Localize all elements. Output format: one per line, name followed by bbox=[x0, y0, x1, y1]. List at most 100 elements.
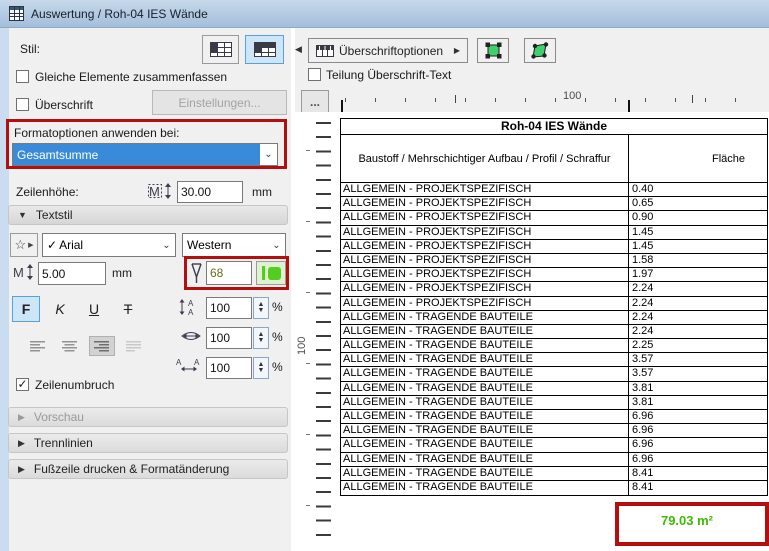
footer-section-header[interactable]: ▶ Fußzeile drucken & Formatänderung bbox=[8, 459, 288, 479]
marquee-select-button[interactable] bbox=[477, 38, 509, 63]
ruler-more-button[interactable]: ... bbox=[301, 90, 329, 113]
table-header-row[interactable]: Baustoff / Mehrschichtiger Aufbau / Prof… bbox=[341, 135, 767, 183]
table-row[interactable]: ALLGEMEIN - PROJEKTSPEZIFISCH 1.97 bbox=[341, 268, 767, 283]
bold-button[interactable]: F bbox=[12, 296, 40, 322]
align-left-button[interactable] bbox=[25, 336, 51, 356]
horizontal-ruler[interactable] bbox=[345, 98, 765, 102]
favorites-button[interactable]: ☆ ▶ bbox=[10, 233, 38, 257]
spinner-up-icon[interactable]: ▲ bbox=[257, 361, 265, 368]
merge-elements-label: Gleiche Elemente zusammenfassen bbox=[35, 70, 228, 84]
table-row[interactable]: ALLGEMEIN - PROJEKTSPEZIFISCH 1.45 bbox=[341, 225, 767, 240]
table-row[interactable]: ALLGEMEIN - TRAGENDE BAUTEILE 3.81 bbox=[341, 395, 767, 410]
format-apply-select[interactable]: Gesamtsumme ⌄ bbox=[12, 143, 278, 166]
font-size-input[interactable] bbox=[38, 262, 106, 285]
align-justify-button[interactable] bbox=[121, 336, 147, 356]
table-row[interactable]: ALLGEMEIN - TRAGENDE BAUTEILE 3.57 bbox=[341, 367, 767, 382]
align-justify-icon bbox=[126, 340, 141, 351]
table-row[interactable]: ALLGEMEIN - PROJEKTSPEZIFISCH 0.65 bbox=[341, 197, 767, 212]
polygon-select-button[interactable] bbox=[524, 38, 556, 63]
table-row[interactable]: ALLGEMEIN - PROJEKTSPEZIFISCH 0.40 bbox=[341, 183, 767, 198]
table-row[interactable]: ALLGEMEIN - TRAGENDE BAUTEILE 3.57 bbox=[341, 353, 767, 368]
preview-section-header[interactable]: ▶ Vorschau bbox=[8, 407, 288, 427]
separators-section-label: Trennlinien bbox=[33, 436, 93, 450]
chevron-down-icon: ⌄ bbox=[162, 239, 171, 251]
table-style-2-button[interactable] bbox=[245, 35, 284, 64]
heading-options-button[interactable]: Überschriftoptionen ▶ bbox=[308, 38, 468, 63]
vertical-ruler[interactable] bbox=[316, 122, 331, 544]
spinner-down-icon[interactable]: ▼ bbox=[257, 307, 265, 314]
table-row[interactable]: ALLGEMEIN - TRAGENDE BAUTEILE 6.96 bbox=[341, 452, 767, 467]
ruler-tick bbox=[692, 95, 693, 103]
spinner-up-icon[interactable]: ▲ bbox=[257, 301, 265, 308]
table-row[interactable]: ALLGEMEIN - TRAGENDE BAUTEILE 2.24 bbox=[341, 324, 767, 340]
h-ruler-label: 100 bbox=[563, 90, 582, 102]
table-row[interactable]: ALLGEMEIN - TRAGENDE BAUTEILE 6.96 bbox=[341, 424, 767, 439]
table-row[interactable]: ALLGEMEIN - PROJEKTSPEZIFISCH 1.58 bbox=[341, 253, 767, 269]
table-row[interactable]: ALLGEMEIN - PROJEKTSPEZIFISCH 1.45 bbox=[341, 239, 767, 254]
font-select[interactable]: ✓ Arial ⌄ bbox=[42, 233, 176, 257]
italic-button[interactable]: K bbox=[55, 301, 65, 317]
column-edge-marker[interactable] bbox=[341, 100, 343, 113]
svg-text:A: A bbox=[194, 358, 200, 367]
flyout-arrow-icon: ▶ bbox=[453, 46, 460, 55]
merge-elements-checkbox[interactable] bbox=[16, 70, 29, 83]
table-style-1-button[interactable] bbox=[202, 35, 239, 64]
table-row[interactable]: ALLGEMEIN - TRAGENDE BAUTEILE 8.41 bbox=[341, 480, 767, 496]
table-style-2-icon bbox=[253, 42, 276, 57]
table-row[interactable]: ALLGEMEIN - PROJEKTSPEZIFISCH 2.24 bbox=[341, 282, 767, 297]
table-title: Roh-04 IES Wände bbox=[341, 119, 767, 135]
spinner-up-icon[interactable]: ▲ bbox=[257, 331, 265, 338]
row-value-cell: 6.96 bbox=[632, 424, 654, 437]
spinner-down-icon[interactable]: ▼ bbox=[257, 337, 265, 344]
column-header-flaeche[interactable]: Fläche bbox=[711, 152, 745, 165]
pen-color-button[interactable] bbox=[256, 261, 286, 285]
table-row[interactable]: ALLGEMEIN - TRAGENDE BAUTEILE 3.81 bbox=[341, 381, 767, 396]
row-height-input[interactable] bbox=[177, 181, 243, 203]
table-row[interactable]: ALLGEMEIN - PROJEKTSPEZIFISCH 2.24 bbox=[341, 296, 767, 311]
char-spacing-input[interactable] bbox=[206, 357, 252, 379]
chevron-collapsed-icon: ▶ bbox=[18, 437, 25, 448]
row-value-cell: 3.57 bbox=[632, 353, 654, 366]
strikethrough-button[interactable]: T bbox=[123, 301, 133, 317]
table-row[interactable]: ALLGEMEIN - TRAGENDE BAUTEILE 6.96 bbox=[341, 410, 767, 425]
row-name-cell: ALLGEMEIN - TRAGENDE BAUTEILE bbox=[341, 424, 629, 438]
pen-icon bbox=[190, 261, 203, 285]
align-left-icon bbox=[30, 340, 45, 351]
table-row[interactable]: ALLGEMEIN - TRAGENDE BAUTEILE 8.41 bbox=[341, 466, 767, 481]
table-row[interactable]: ALLGEMEIN - TRAGENDE BAUTEILE 2.25 bbox=[341, 339, 767, 354]
marquee-select-icon bbox=[485, 42, 501, 59]
spinner-down-icon[interactable]: ▼ bbox=[257, 367, 265, 374]
align-right-button[interactable] bbox=[89, 336, 115, 356]
pen-number-input[interactable] bbox=[206, 261, 252, 285]
preview-section-label: Vorschau bbox=[33, 410, 84, 424]
wrap-checkbox[interactable]: ✓ bbox=[16, 377, 29, 391]
window-titlebar[interactable]: Auswertung / Roh-04 IES Wände bbox=[0, 0, 769, 28]
column-header-baustoff[interactable]: Baustoff / Mehrschichtiger Aufbau / Prof… bbox=[341, 135, 629, 182]
char-width-spinner[interactable]: ▲ ▼ bbox=[253, 327, 269, 349]
row-name-cell: ALLGEMEIN - PROJEKTSPEZIFISCH bbox=[341, 268, 629, 282]
line-spacing-spinner[interactable]: ▲ ▼ bbox=[253, 297, 269, 319]
panel-collapse-arrow-icon[interactable]: ◀ bbox=[295, 44, 302, 54]
column-edge-marker[interactable] bbox=[628, 100, 630, 113]
split-heading-checkbox[interactable] bbox=[308, 68, 321, 81]
table-row[interactable]: ALLGEMEIN - TRAGENDE BAUTEILE 6.96 bbox=[341, 438, 767, 453]
script-select[interactable]: Western ⌄ bbox=[182, 233, 286, 257]
font-value: Arial bbox=[59, 238, 84, 252]
settings-button[interactable]: Einstellungen... bbox=[152, 90, 287, 115]
align-center-button[interactable] bbox=[57, 336, 83, 356]
textstyle-section-header[interactable]: ▼ Textstil bbox=[8, 205, 288, 225]
row-value-cell: 6.96 bbox=[632, 410, 654, 422]
line-spacing-input[interactable] bbox=[206, 297, 252, 319]
char-width-input[interactable] bbox=[206, 327, 252, 349]
table-row[interactable]: ALLGEMEIN - PROJEKTSPEZIFISCH 0.90 bbox=[341, 211, 767, 226]
separators-section-header[interactable]: ▶ Trennlinien bbox=[8, 433, 288, 453]
heading-checkbox[interactable] bbox=[16, 98, 29, 111]
heading-options-label: Überschriftoptionen bbox=[339, 43, 444, 58]
underline-button[interactable]: U bbox=[88, 301, 100, 317]
char-spacing-spinner[interactable]: ▲ ▼ bbox=[253, 357, 269, 379]
split-heading-label: Teilung Überschrift-Text bbox=[326, 68, 452, 82]
script-value: Western bbox=[187, 238, 232, 252]
table-row[interactable]: ALLGEMEIN - TRAGENDE BAUTEILE 2.24 bbox=[341, 310, 767, 325]
preview-table[interactable]: Roh-04 IES Wände Baustoff / Mehrschichti… bbox=[340, 118, 768, 497]
